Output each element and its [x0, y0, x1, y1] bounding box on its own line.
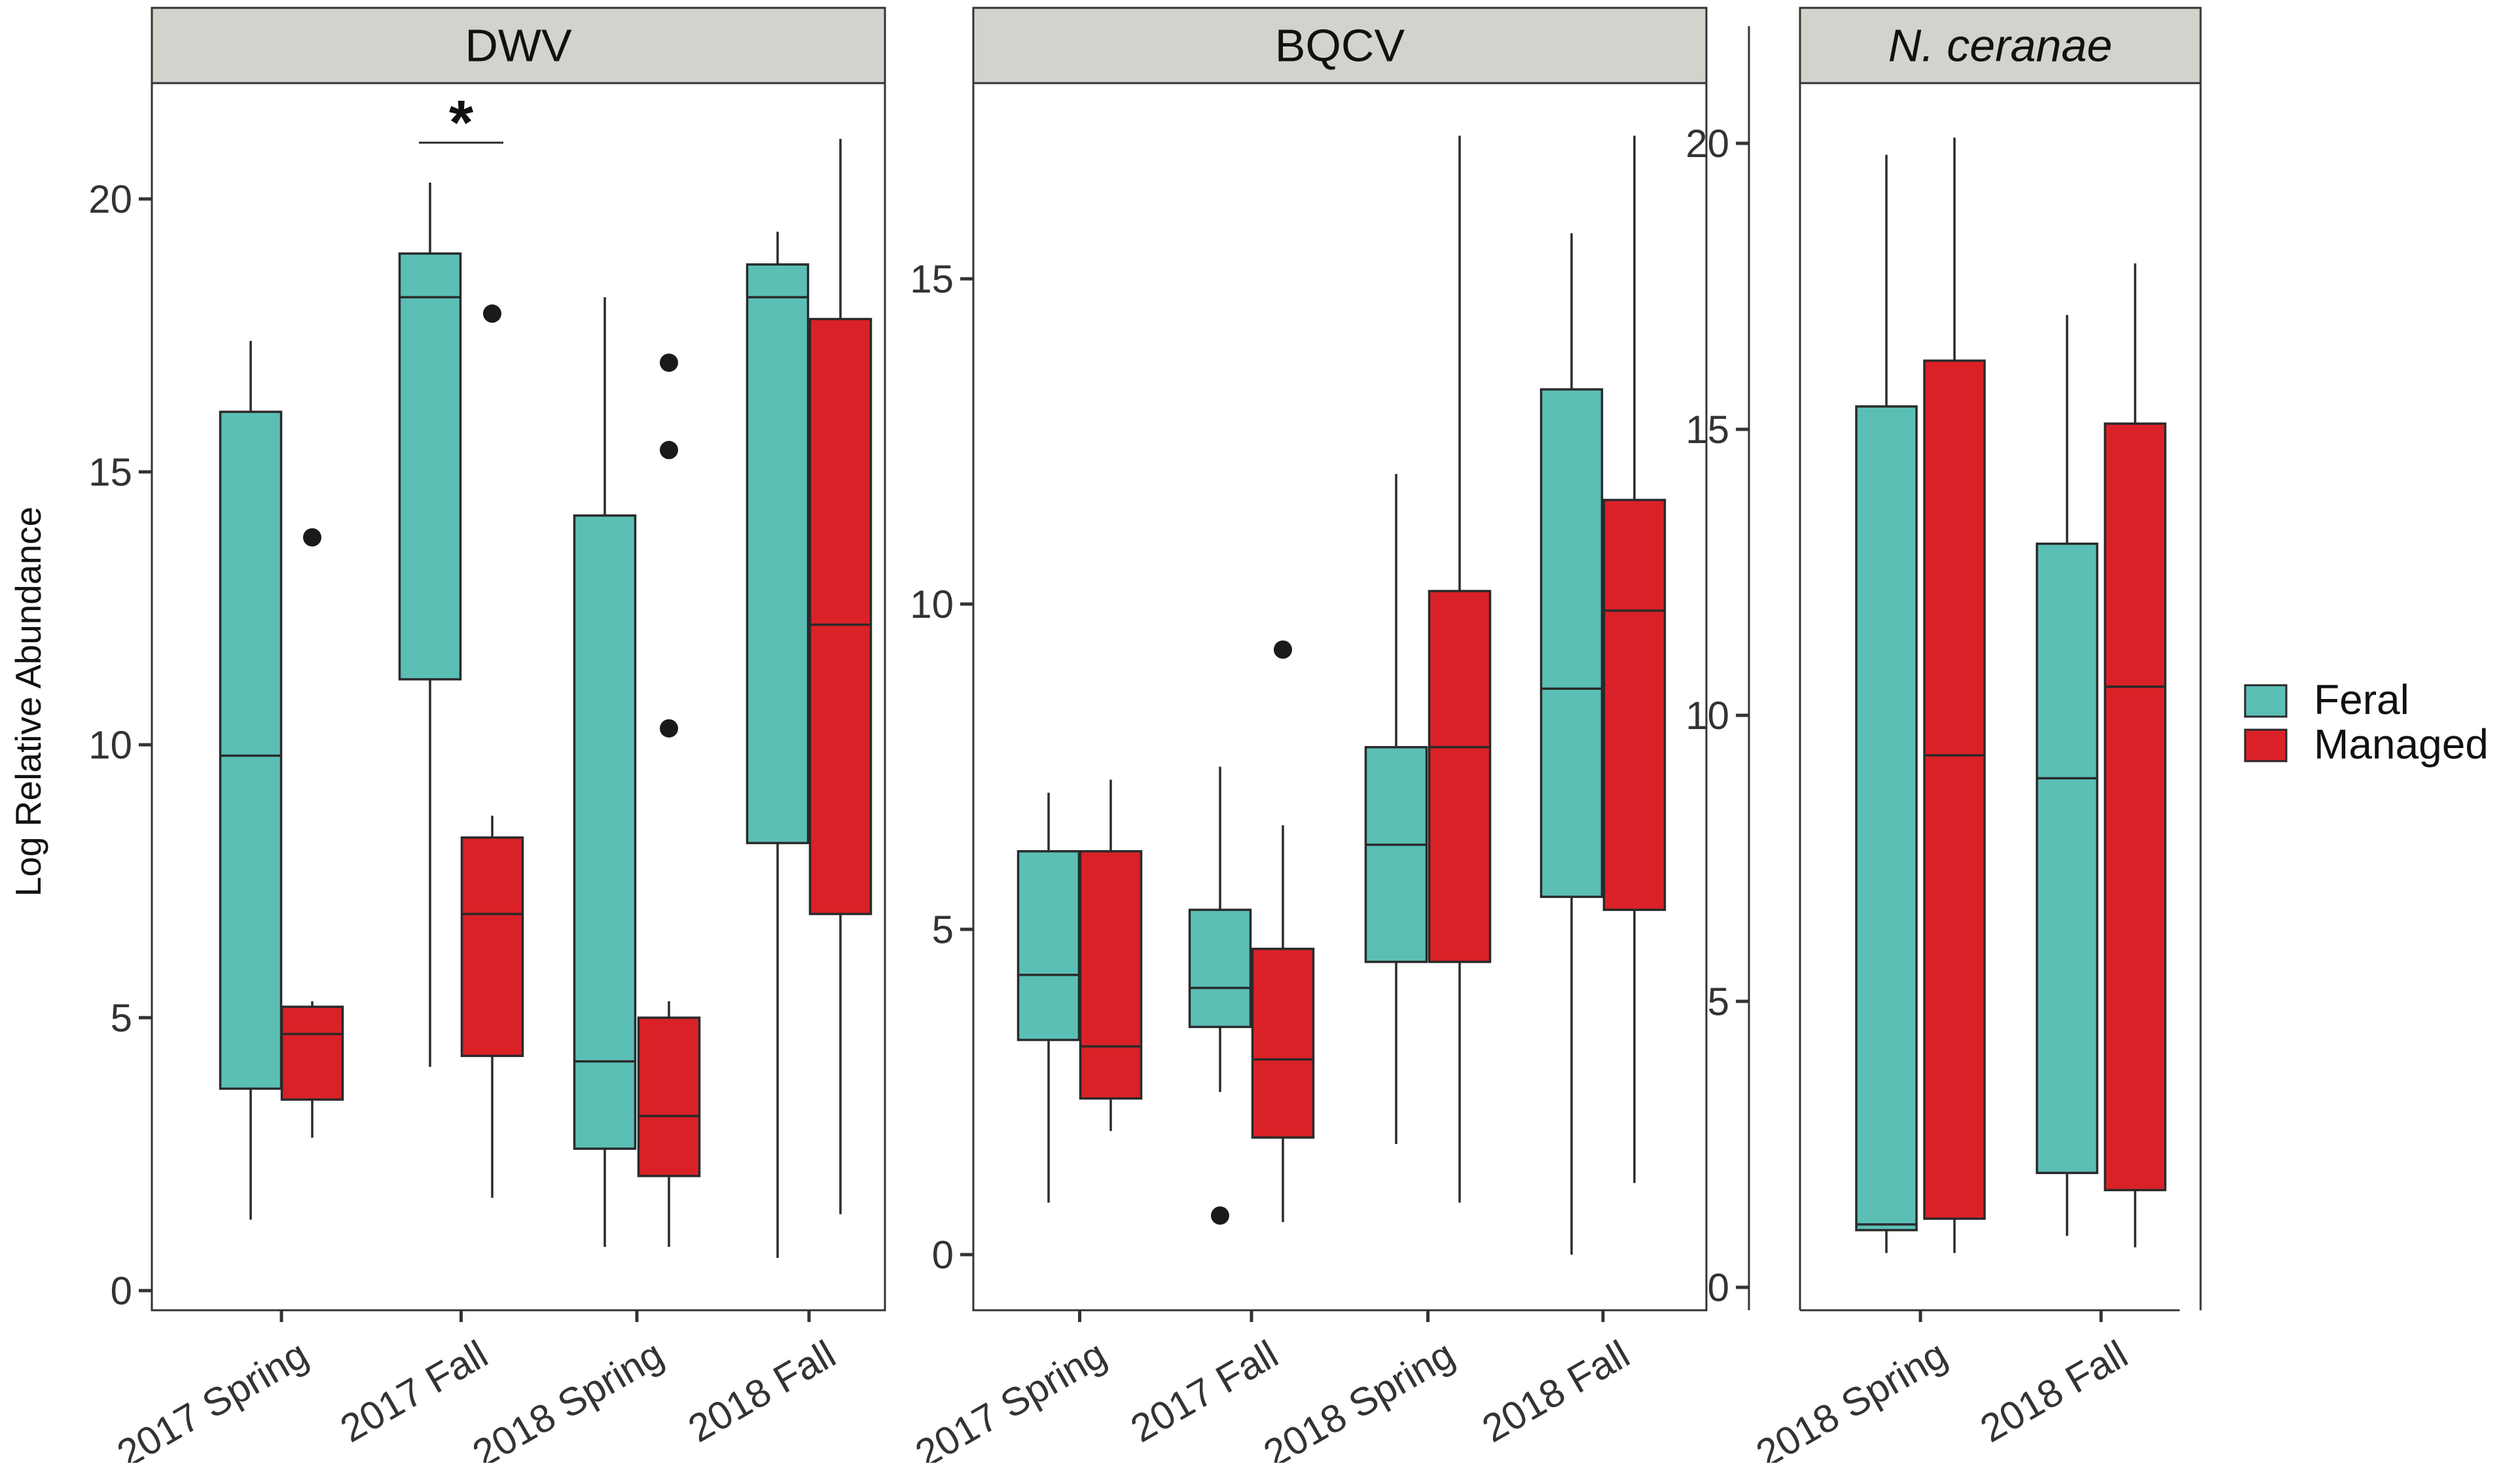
panel-2-strip — [972, 7, 1708, 84]
panel-3-y-tick-label: 0 — [1708, 1266, 1729, 1310]
panel-1-x-tick-label: 2017 Fall — [333, 1332, 495, 1450]
panel-3-box-managed — [1923, 359, 1986, 1220]
panel-1-x-tick-label: 2018 Fall — [681, 1332, 842, 1450]
panel-1-outlier-managed — [660, 719, 678, 738]
panel-2-box-managed — [1602, 499, 1666, 911]
panel-2-y-tick-label: 0 — [932, 1233, 954, 1277]
panel-2-plot-border — [972, 82, 1708, 1312]
panel-2-x-tick-label: 2017 Fall — [1123, 1332, 1285, 1450]
panel-1-box-managed — [808, 317, 873, 916]
panel-3-x-tick-label: 2018 Fall — [1973, 1332, 2134, 1450]
panel-1-plot-border — [151, 82, 886, 1312]
panel-1-y-tick-label: 20 — [88, 177, 132, 221]
panel-2-outlier-managed — [1274, 640, 1292, 659]
panel-2-box-feral — [1017, 849, 1081, 1041]
panel-1-title: DWV — [465, 20, 572, 71]
panel-2-x-tick-label: 2018 Fall — [1475, 1332, 1636, 1450]
panel-2-box-managed — [1251, 948, 1315, 1139]
panel-3-strip — [1799, 7, 2202, 84]
panel-1-box-feral — [398, 252, 462, 681]
panel-1-x-tick-label: 2018 Spring — [465, 1332, 671, 1463]
y-axis-title: Log Relative Abundance — [8, 507, 48, 897]
panel-3-y-tick-label: 5 — [1708, 980, 1729, 1024]
panel-2-box-managed — [1428, 590, 1492, 963]
panel-1-box-feral — [219, 410, 283, 1090]
legend-key-managed — [2244, 728, 2288, 762]
panel-2-box-feral — [1539, 388, 1604, 899]
panel-3-y-tick-label: 15 — [1685, 408, 1729, 452]
panel-3-title: N. ceranae — [1888, 20, 2112, 71]
panel-1-x-tick-label: 2017 Spring — [110, 1332, 315, 1463]
panel-1-box-managed — [460, 836, 524, 1058]
panel-1-y-tick-label: 5 — [111, 996, 132, 1040]
panel-1-significance-star: * — [449, 88, 474, 158]
panel-1-y-tick-label: 0 — [111, 1269, 132, 1313]
legend-key-feral — [2244, 684, 2288, 718]
legend-label-feral: Feral — [2314, 676, 2409, 723]
panel-2-box-feral — [1188, 908, 1252, 1028]
panel-1-y-tick-label: 15 — [88, 450, 132, 494]
panel-1-strip — [151, 7, 886, 84]
panel-1-outlier-managed — [660, 440, 678, 459]
panel-2-outlier-feral — [1211, 1206, 1229, 1225]
panel-2-y-tick-label: 15 — [910, 257, 954, 301]
panel-3-x-tick-label: 2018 Spring — [1749, 1332, 1954, 1463]
panel-1-box-managed — [280, 1005, 344, 1101]
panel-2-y-tick-label: 10 — [910, 582, 954, 626]
panel-1-outlier-managed — [303, 528, 321, 547]
panel-3-box-feral — [2036, 543, 2098, 1174]
panel-2-y-tick-label: 5 — [932, 908, 954, 952]
panel-1-box-feral — [746, 263, 810, 844]
panel-2-x-tick-label: 2017 Spring — [908, 1332, 1113, 1463]
panel-1-box-feral — [573, 514, 637, 1150]
panel-2-x-tick-label: 2018 Spring — [1256, 1332, 1462, 1463]
panel-3-y-tick-label: 10 — [1685, 694, 1729, 738]
panel-2-title: BQCV — [1275, 20, 1405, 71]
panel-1-box-managed — [637, 1016, 701, 1177]
panel-2-box-managed — [1079, 849, 1143, 1100]
panel-3-box-managed — [2104, 422, 2167, 1192]
panel-1-outlier-managed — [483, 304, 501, 323]
panel-2-box-feral — [1364, 745, 1428, 963]
panel-1-outlier-managed — [660, 353, 678, 372]
panel-1-y-tick-label: 10 — [88, 723, 132, 767]
legend-label-managed: Managed — [2314, 721, 2489, 768]
panel-3-box-feral — [1855, 405, 1918, 1232]
panel-3-y-tick-label: 20 — [1685, 122, 1729, 166]
